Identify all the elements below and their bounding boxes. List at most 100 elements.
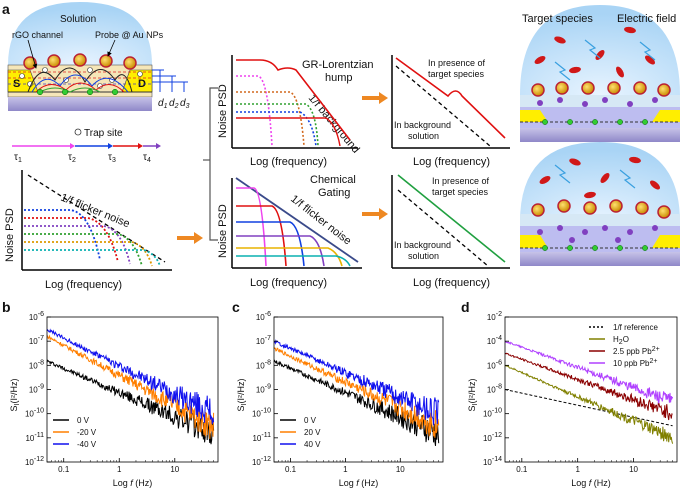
gr-plot: Noise PSD Log (frequency) GR-Lorentzian … <box>217 55 374 168</box>
y-tick-label: 10-6 <box>487 359 502 370</box>
gating-title2: Gating <box>318 187 350 199</box>
x-tick-label: 10 <box>396 465 405 474</box>
legend-label: 0 V <box>77 416 90 425</box>
gating-presence2: target species <box>432 187 489 197</box>
d1-label: d1 <box>158 98 168 110</box>
tau1-label: τ1 <box>14 152 22 164</box>
chart-d: 0.1 1 10 10-14 10-12 10-10 10-8 10-6 10-4 10-2 Log… <box>467 311 678 488</box>
y-tick-label: 10-12 <box>252 456 271 467</box>
x-tick-label: 1 <box>343 465 348 474</box>
source-label: S <box>13 78 20 90</box>
x-tick-label: 0.1 <box>58 465 70 474</box>
y-axis-label: SI(I²/Hz) <box>467 379 479 412</box>
series-line-2 <box>274 339 440 426</box>
flicker-ylabel: Noise PSD <box>4 208 16 262</box>
legend-label: H2O <box>613 335 629 346</box>
y-axis-label: SI(I²/Hz) <box>236 379 248 412</box>
panel-label-c: c <box>232 299 240 315</box>
trap-site-label: Trap site <box>84 128 123 139</box>
gating-result-plot: Log (frequency) In presence of target sp… <box>391 174 510 289</box>
series-line-0 <box>504 389 673 427</box>
flicker-xlabel: Log (frequency) <box>45 279 122 291</box>
rgo-channel-label: rGO channel <box>12 30 63 40</box>
y-tick-label: 10-6 <box>256 311 271 322</box>
chart-b: 0.1 1 10 10-12 10-11 10-10 10-9 10-8 10-7 10-6 Log… <box>9 311 219 488</box>
x-axis-label: Log f (Hz) <box>339 478 379 488</box>
x-tick-label: 10 <box>170 465 179 474</box>
legend-label: 0 V <box>304 416 317 425</box>
gr-title1: GR-Lorentzian <box>302 59 374 71</box>
y-tick-label: 10-8 <box>256 359 271 370</box>
y-tick-label: 10-2 <box>487 311 502 322</box>
gr-background-label: 1/f background <box>306 92 362 155</box>
y-axis-label: SI(I²/Hz) <box>9 379 21 412</box>
y-tick-label: 10-8 <box>487 384 502 395</box>
gr-presence2: target species <box>428 69 485 79</box>
trap-site-legend: Trap site <box>74 128 123 139</box>
electric-field-label: Electric field <box>617 13 676 25</box>
legend-label: -20 V <box>77 428 97 437</box>
series-line-0 <box>46 359 215 445</box>
y-tick-label: 10-12 <box>483 432 502 443</box>
y-tick-label: 10-7 <box>256 335 271 346</box>
series-line-0 <box>273 359 440 446</box>
x-tick-label: 1 <box>117 465 122 474</box>
x-tick-label: 0.1 <box>516 465 528 474</box>
series-line-3 <box>505 341 674 404</box>
panel-label-a: a <box>2 1 10 17</box>
y-tick-label: 10-11 <box>25 432 44 443</box>
y-tick-label: 10-6 <box>29 311 44 322</box>
gating-xlabel: Log (frequency) <box>250 277 327 289</box>
legend-label: 40 V <box>304 440 321 449</box>
tau4-label: τ4 <box>143 152 151 164</box>
y-tick-label: 10-12 <box>25 456 44 467</box>
gr-result-plot: Log (frequency) In presence of target sp… <box>391 55 510 168</box>
x-tick-label: 0.1 <box>285 465 297 474</box>
series-line-1 <box>46 334 215 439</box>
device-right-bottom <box>520 142 680 266</box>
x-axis-label: Log f (Hz) <box>113 478 153 488</box>
y-tick-label: 10-10 <box>483 408 502 419</box>
flicker-plot: Noise PSD Log (frequency) 1/f flicker no… <box>4 170 172 291</box>
d2-label: d2 <box>169 98 179 110</box>
x-axis-label: Log f (Hz) <box>571 478 611 488</box>
y-tick-label: 10-10 <box>252 408 271 419</box>
series-line-1 <box>504 364 674 444</box>
chart-c: 0.1 1 10 10-12 10-11 10-10 10-9 10-8 10-7 10-6 Log… <box>236 311 444 488</box>
gr-background2: solution <box>408 131 439 141</box>
y-tick-label: 10-9 <box>29 384 44 395</box>
d3-label: d3 <box>180 98 190 110</box>
series-line-2 <box>46 328 215 424</box>
gr-background1: In background <box>394 120 451 130</box>
legend-label: 2.5 ppb Pb2+ <box>613 346 660 356</box>
gr-xlabel: Log (frequency) <box>250 156 327 168</box>
x-tick-label: 10 <box>629 465 638 474</box>
solution-label: Solution <box>60 14 96 25</box>
gating-ylabel: Noise PSD <box>217 204 229 258</box>
gating-plot: Noise PSD Log (frequency) Chemical Gatin… <box>217 174 362 289</box>
probe-label: Probe @ Au NPs <box>95 30 164 40</box>
y-tick-label: 10-10 <box>25 408 44 419</box>
gr-title2: hump <box>325 72 353 84</box>
gr-result-xlabel: Log (frequency) <box>413 156 490 168</box>
legend-label: 1/f reference <box>613 323 658 332</box>
gating-presence1: In presence of <box>432 176 490 186</box>
y-tick-label: 10-9 <box>256 384 271 395</box>
flicker-annotation: 1/f flicker noise <box>59 192 132 231</box>
legend-label: 20 V <box>304 428 321 437</box>
gating-background1: In background <box>394 240 451 250</box>
legend-label: -40 V <box>77 440 97 449</box>
panel-label-d: d <box>461 299 470 315</box>
tau-arrows: τ1 τ2 τ3 τ4 <box>12 143 161 164</box>
y-tick-label: 10-11 <box>252 432 271 443</box>
y-tick-label: 10-8 <box>29 359 44 370</box>
y-tick-label: 10-7 <box>29 335 44 346</box>
series-line-2 <box>504 352 673 421</box>
au-nanoparticles <box>23 53 137 70</box>
gr-ylabel: Noise PSD <box>217 84 229 138</box>
plot-frame <box>46 316 219 463</box>
y-tick-label: 10-14 <box>483 456 502 467</box>
tau3-label: τ3 <box>108 152 116 164</box>
tau2-label: τ2 <box>68 152 76 164</box>
